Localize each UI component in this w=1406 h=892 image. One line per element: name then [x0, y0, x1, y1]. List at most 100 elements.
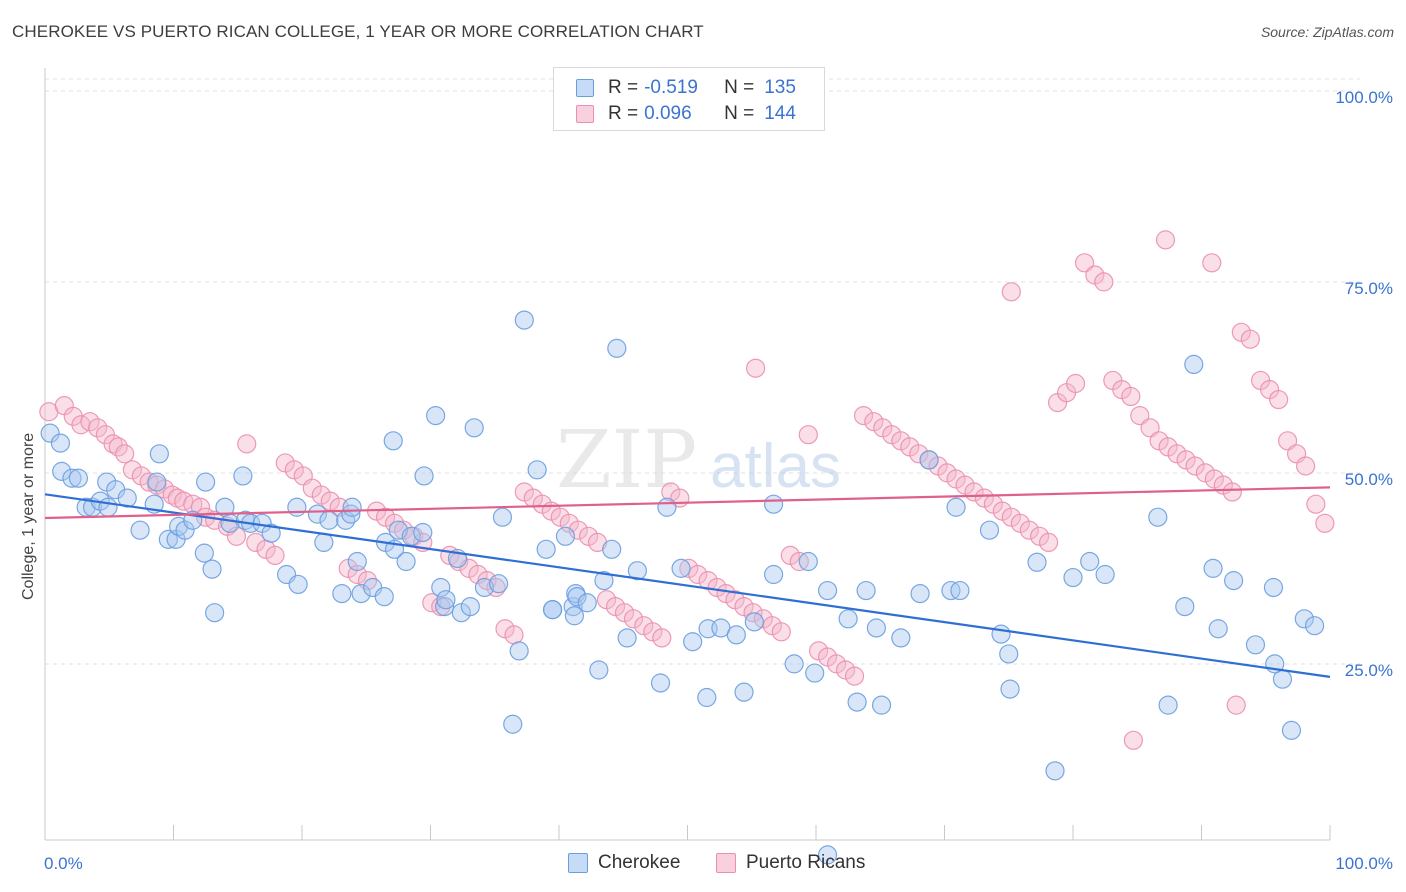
cherokee-point	[147, 472, 167, 492]
cherokee-point	[650, 673, 671, 693]
r-value: 0.096	[644, 103, 692, 124]
cherokee-point	[413, 522, 433, 543]
cherokee-point	[950, 580, 970, 601]
cherokee-point	[919, 450, 939, 470]
axes	[44, 68, 1331, 841]
cherokee-point	[233, 466, 253, 486]
puerto-ricans-swatch	[576, 105, 594, 123]
cherokee-point	[426, 405, 446, 426]
cherokee-point	[351, 583, 371, 604]
puerto-ricans-point	[1074, 253, 1095, 273]
cherokee-point	[671, 558, 691, 578]
cherokee-point	[1080, 551, 1100, 572]
r-label: R =	[608, 103, 639, 124]
cherokee-point	[202, 559, 222, 579]
cherokee-point	[542, 600, 563, 620]
cherokee-point	[577, 593, 597, 613]
cherokee-point	[1245, 635, 1266, 655]
cherokee-point	[503, 714, 523, 734]
cherokee-point	[396, 551, 416, 572]
cherokee-swatch	[576, 79, 594, 97]
cherokee-point	[436, 590, 456, 610]
cherokee-point	[319, 510, 339, 530]
x-tick-label-max: 100.0%	[1335, 854, 1393, 873]
y-tick-label: 50.0%	[1345, 470, 1393, 489]
cherokee-point	[856, 580, 876, 601]
cherokee-point	[194, 543, 214, 563]
n-value: 144	[764, 103, 796, 124]
puerto-ricans-point	[1130, 405, 1150, 426]
cherokee-point	[175, 520, 195, 540]
cherokee-point	[805, 663, 825, 683]
cherokee-point	[847, 692, 867, 712]
cherokee-point	[383, 431, 403, 451]
cherokee-point	[866, 618, 886, 638]
watermark-zip: ZIP	[556, 413, 697, 506]
puerto-ricans-point	[1065, 373, 1086, 394]
cherokee-point	[431, 577, 451, 598]
cherokee-point	[589, 660, 609, 680]
puerto-ricans-point	[1295, 456, 1316, 476]
puerto-ricans-point	[1019, 520, 1039, 540]
cherokee-point	[1203, 558, 1223, 578]
cherokee-point	[62, 468, 82, 488]
cherokee-point	[117, 488, 137, 508]
puerto-ricans-point	[1038, 532, 1059, 553]
cherokee-point	[1095, 564, 1115, 585]
puerto-ricans-point	[1240, 329, 1260, 349]
cherokee-point	[1063, 567, 1083, 588]
cherokee-point	[414, 466, 434, 486]
puerto-ricans-point	[853, 405, 874, 426]
cherokee-point	[527, 460, 547, 480]
cherokee-point	[1224, 571, 1244, 591]
cherokee-point	[130, 520, 150, 540]
cherokee-point	[460, 596, 480, 617]
legend-row-puerto-ricans: R = 0.096 N = 144	[576, 102, 796, 126]
puerto-ricans-point	[347, 564, 367, 585]
puerto-ricans-point	[1306, 494, 1326, 514]
puerto-ricans-point	[1094, 272, 1114, 292]
puerto-ricans-trend-line	[44, 486, 1331, 520]
cherokee-point	[617, 628, 637, 648]
cherokee-point	[288, 574, 308, 595]
y-tick-label: 75.0%	[1345, 279, 1393, 298]
cherokee-point	[946, 497, 966, 517]
puerto-ricans-point	[623, 609, 644, 629]
cherokee-point	[489, 574, 509, 594]
series-legend: Cherokee Puerto Ricans	[0, 852, 1406, 876]
cherokee-point	[149, 444, 169, 464]
cherokee-point	[1158, 695, 1178, 715]
cherokee-point	[307, 504, 328, 524]
puerto-ricans-point	[688, 564, 708, 585]
cherokee-point	[798, 551, 818, 572]
puerto-ricans-point	[1140, 418, 1160, 438]
cherokee-point	[838, 609, 858, 629]
y-axis-label: College, 1 year or more	[20, 433, 37, 600]
n-label: N =	[724, 77, 755, 98]
cherokee-point	[374, 587, 394, 607]
cherokee-point	[435, 596, 455, 617]
cherokee-trend-line	[44, 493, 1331, 678]
cherokee-point	[235, 510, 256, 530]
cherokee-point	[1304, 616, 1325, 636]
cherokee-point	[314, 532, 334, 553]
cherokee-point	[1148, 507, 1168, 527]
puerto-ricans-point	[844, 666, 865, 686]
puerto-ricans-point	[1155, 230, 1176, 250]
puerto-ricans-point	[1001, 282, 1021, 302]
watermark-atlas: atlas	[710, 432, 841, 501]
cherokee-point	[763, 494, 784, 514]
cherokee-point	[594, 571, 614, 591]
cherokee-point	[555, 526, 576, 546]
cherokee-point	[602, 539, 622, 559]
puerto-ricans-point	[771, 622, 791, 642]
legend-label-puerto-ricans: Puerto Ricans	[746, 852, 866, 873]
puerto-ricans-point	[1202, 253, 1222, 273]
cherokee-point	[1027, 552, 1047, 572]
trend-lines	[44, 486, 1331, 678]
puerto-ricans-point	[115, 444, 135, 464]
puerto-ricans-point	[237, 434, 257, 454]
cherokee-point	[891, 628, 911, 648]
cherokee-point	[514, 310, 534, 330]
cherokee-point	[817, 845, 838, 865]
